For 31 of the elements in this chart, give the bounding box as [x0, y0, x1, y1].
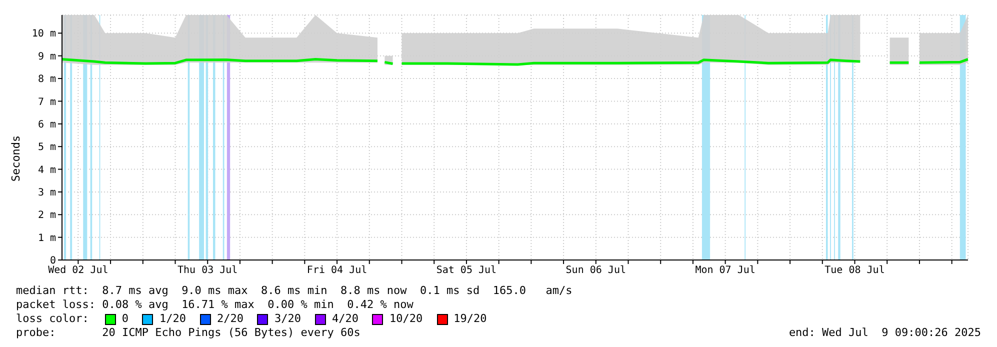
y-tick-label: 6 m	[38, 119, 56, 130]
text: end: Wed Jul 9 09:00:26 2025	[788, 326, 981, 339]
x-tick-label: Tue 08 Jul	[824, 265, 885, 276]
y-axis-title: Seconds	[10, 134, 23, 182]
x-tick-label: Sat 05 Jul	[436, 265, 497, 276]
y-tick-label: 2 m	[38, 210, 56, 222]
y-tick-label: 3 m	[38, 187, 56, 198]
x-tick-label: Thu 03 Jul	[178, 265, 238, 276]
x-tick-label: Sun 06 Jul	[566, 265, 626, 276]
text: probe: 20 ICMP Echo Pings (56 Bytes) every 60s	[16, 326, 362, 340]
text: 2/20	[216, 312, 244, 326]
y-tick-label: 4 m	[38, 164, 56, 176]
text: 10/20	[389, 312, 423, 326]
text: 19/20	[454, 312, 487, 326]
y-tick-label: 8 m	[38, 74, 56, 86]
y-tick-label: 10 m	[32, 28, 56, 40]
text: packet loss: 0.08 % avg 16.71 % max 0.00 % min 0.42 % now	[16, 298, 414, 312]
y-tick-label: 0	[50, 256, 56, 267]
text: 3/20	[274, 312, 301, 326]
text: 0	[122, 312, 128, 326]
text: 4/20	[332, 312, 358, 326]
text: loss color:	[16, 312, 89, 326]
y-tick-label: 7 m	[38, 96, 56, 108]
text: 1/20	[159, 312, 186, 326]
x-tick-label: Fri 04 Jul	[306, 265, 368, 276]
text: median rtt: 8.7 ms avg 9.0 ms max 8.6 ms min 8.8 ms now 0.1 ms sd 165.0 am/s	[16, 284, 572, 298]
y-tick-label: 1 m	[38, 232, 56, 244]
x-tick-label: Mon 07 Jul	[695, 265, 756, 276]
y-tick-label: 5 m	[38, 142, 56, 154]
y-tick-label: 9 m	[38, 51, 56, 62]
x-tick-label: Wed 02 Jul	[48, 265, 108, 276]
